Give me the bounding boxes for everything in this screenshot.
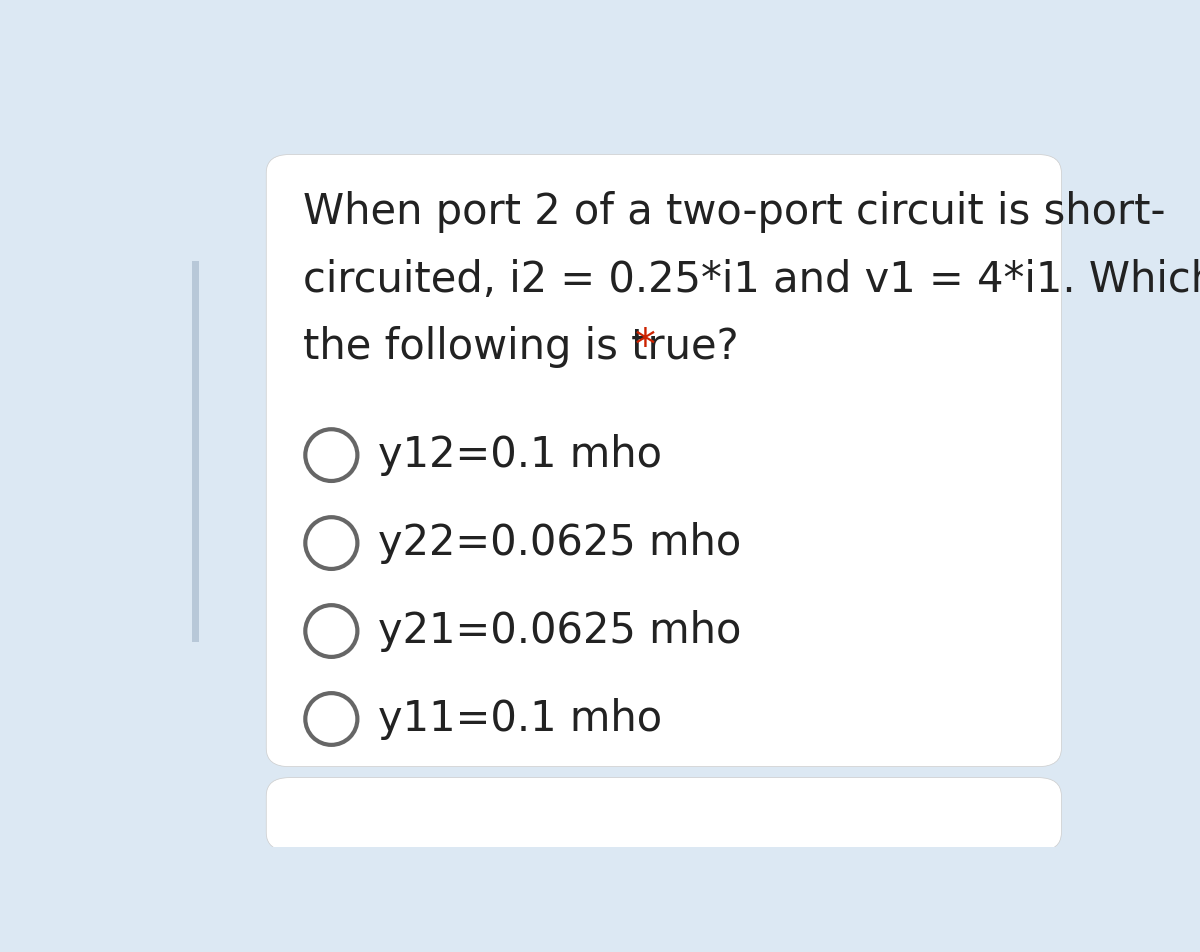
Text: When port 2 of a two-port circuit is short-: When port 2 of a two-port circuit is sho…: [304, 191, 1166, 233]
FancyBboxPatch shape: [266, 778, 1062, 851]
Text: the following is true?: the following is true?: [304, 327, 752, 368]
Text: circuited, i2 = 0.25*i1 and v1 = 4*i1. Which of: circuited, i2 = 0.25*i1 and v1 = 4*i1. W…: [304, 259, 1200, 301]
Text: y12=0.1 mho: y12=0.1 mho: [378, 434, 662, 476]
FancyBboxPatch shape: [266, 154, 1062, 766]
Text: y21=0.0625 mho: y21=0.0625 mho: [378, 610, 742, 652]
Text: y11=0.1 mho: y11=0.1 mho: [378, 698, 662, 740]
Text: y22=0.0625 mho: y22=0.0625 mho: [378, 522, 742, 565]
Bar: [192, 261, 199, 642]
Text: *: *: [635, 327, 656, 368]
